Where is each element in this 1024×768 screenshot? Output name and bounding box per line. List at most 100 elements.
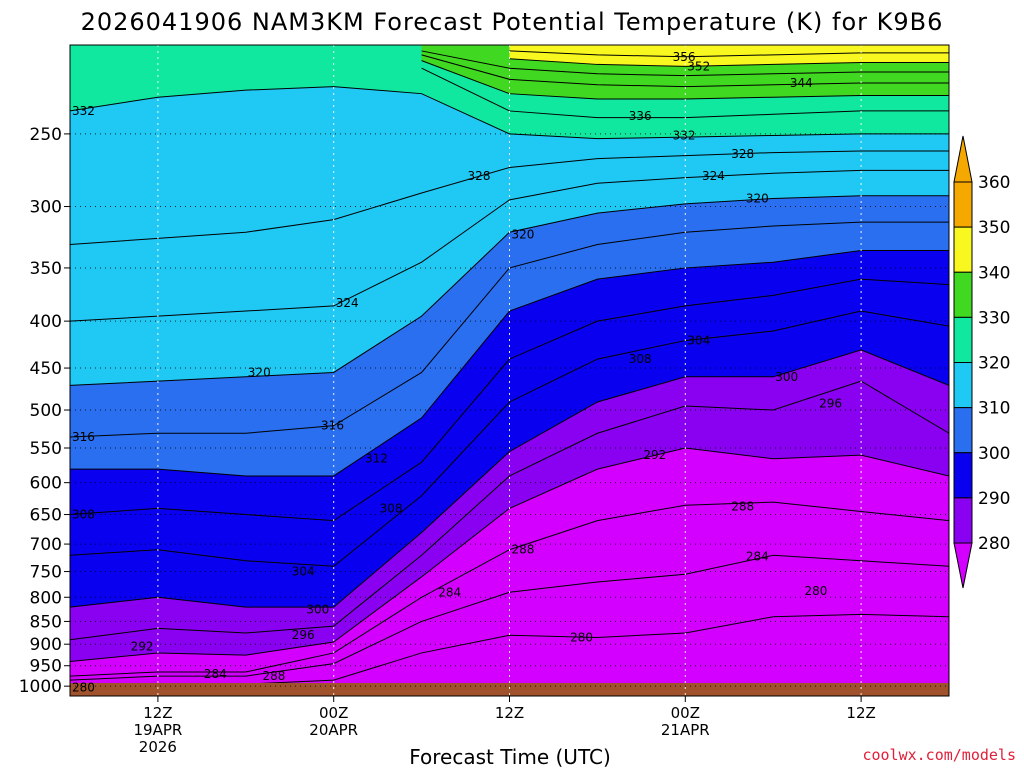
colorbar-tick-label: 320: [978, 354, 1010, 374]
grid: [70, 45, 949, 696]
colorbar-tick-label: 340: [978, 263, 1010, 283]
theta-band-356: [509, 45, 949, 57]
isentrope-304: [70, 310, 949, 567]
isentrope-label: 292: [131, 639, 154, 653]
y-tick-label: 900: [30, 635, 62, 655]
isentrope-296: [70, 380, 949, 641]
colorbar-arrow-bottom: [953, 542, 973, 589]
isentrope-label: 352: [687, 59, 710, 73]
isentrope-label: 356: [673, 50, 696, 64]
y-tick-label: 300: [30, 198, 62, 218]
colorbar-band: [953, 226, 973, 273]
x-tick-label: 00Z: [319, 704, 348, 722]
isentrope-label: 280: [805, 584, 828, 598]
isentrope-label: 320: [746, 191, 769, 205]
x-tick-label: 2026: [139, 738, 177, 756]
y-tick-label: 600: [30, 474, 62, 494]
isentrope-label: 284: [204, 667, 227, 681]
chart-title: 2026041906 NAM3KM Forecast Potential Tem…: [81, 8, 944, 36]
isentrope-label: 300: [306, 603, 329, 617]
isentrope-label: 332: [72, 104, 95, 118]
isentrope-332: [70, 86, 949, 140]
colorbar-tick-label: 280: [978, 534, 1010, 554]
colorbar: 360 350 340 330 320 310 300 290 280: [953, 135, 1010, 589]
y-tick-label: 500: [30, 401, 62, 421]
colorbar-tick-label: 330: [978, 308, 1010, 328]
isentrope-352: [509, 58, 949, 67]
isentrope-label: 292: [643, 448, 666, 462]
isentrope-312: [70, 249, 949, 477]
isentrope-label: 280: [72, 680, 95, 694]
isentrope-label: 296: [292, 628, 315, 642]
isentrope-label: 288: [262, 669, 285, 683]
x-tick-label: 00Z: [671, 704, 700, 722]
x-tick-label: 19APR: [133, 721, 182, 739]
isentrope-label: 304: [292, 565, 315, 579]
colorbar-arrow-top: [953, 135, 973, 183]
x-tick-label: 12Z: [143, 704, 172, 722]
colorbar-band: [953, 181, 973, 228]
isentrope-label: 300: [775, 370, 798, 384]
y-tick-label: 250: [30, 125, 62, 145]
isentrope-label: 308: [629, 352, 652, 366]
y-tick-label: 350: [30, 259, 62, 279]
isentrope-label: 304: [687, 334, 710, 348]
x-tick-label: 12Z: [846, 704, 875, 722]
isentrope-label: 344: [790, 76, 813, 90]
isentrope-label: 324: [702, 169, 725, 183]
isentrope-label: 328: [468, 169, 491, 183]
y-tick-label: 650: [30, 506, 62, 526]
colorbar-band: [953, 271, 973, 318]
isentrope-label: 308: [72, 508, 95, 522]
colorbar-band: [953, 316, 973, 363]
isentrope-328: [70, 150, 949, 245]
colorbar-tick-label: 360: [978, 173, 1010, 193]
isentrope-label: 324: [336, 296, 359, 310]
y-tick-label: 550: [30, 439, 62, 459]
isentrope-label: 296: [819, 397, 842, 411]
isentrope-356: [509, 50, 949, 58]
colorbar-band: [953, 407, 973, 454]
isentrope-label: 284: [746, 549, 769, 563]
colorbar-tick-label: 290: [978, 489, 1010, 509]
isentrope-label: 284: [438, 585, 461, 599]
isentrope-label: 316: [72, 430, 95, 444]
isentrope-label: 312: [365, 452, 388, 466]
colorbar-tick-label: 350: [978, 218, 1010, 238]
y-tick-label: 400: [30, 312, 62, 332]
isentrope-labels: 332 328 320 324 320 316 316 312 308 308 304 300 296 2…: [72, 50, 842, 695]
colorbar-band: [953, 497, 973, 544]
isentrope-label: 280: [570, 630, 593, 644]
y-tick-label: 750: [30, 563, 62, 583]
y-tick-label: 800: [30, 588, 62, 608]
y-tick-label: 700: [30, 535, 62, 555]
isentrope-300: [70, 349, 949, 608]
isentrope-label: 316: [321, 419, 344, 433]
isentrope-label: 308: [380, 501, 403, 515]
colorbar-band: [953, 452, 973, 499]
x-tick-label: 20APR: [309, 721, 358, 739]
y-tick-label: 1000: [19, 677, 62, 697]
isentrope-label: 328: [731, 147, 754, 161]
isentrope-label: 288: [512, 543, 535, 557]
y-tick-label: 450: [30, 359, 62, 379]
colorbar-tick-label: 310: [978, 399, 1010, 419]
colorbar-band: [953, 362, 973, 409]
y-tick-label: 850: [30, 612, 62, 632]
isentrope-308: [70, 278, 949, 522]
isentrope-label: 320: [248, 365, 271, 379]
y-tick-label: 950: [30, 657, 62, 677]
plot-area: 332 328 320 324 320 316 316 312 308 308 304 300 296 2…: [70, 45, 949, 696]
x-axis-label: Forecast Time (UTC): [409, 745, 611, 768]
x-tick-label: 21APR: [661, 721, 710, 739]
isentrope-label: 320: [512, 228, 535, 242]
colorbar-tick-label: 300: [978, 444, 1010, 464]
isentrope-label: 288: [731, 500, 754, 514]
isentrope-label: 332: [673, 128, 696, 142]
x-tick-label: 12Z: [495, 704, 524, 722]
y-axis: 250 300 350 400 450 500 550 600 650 700 750 800 850 9…: [19, 125, 70, 697]
ground-surface: [70, 683, 949, 696]
isentrope-324: [70, 169, 949, 322]
